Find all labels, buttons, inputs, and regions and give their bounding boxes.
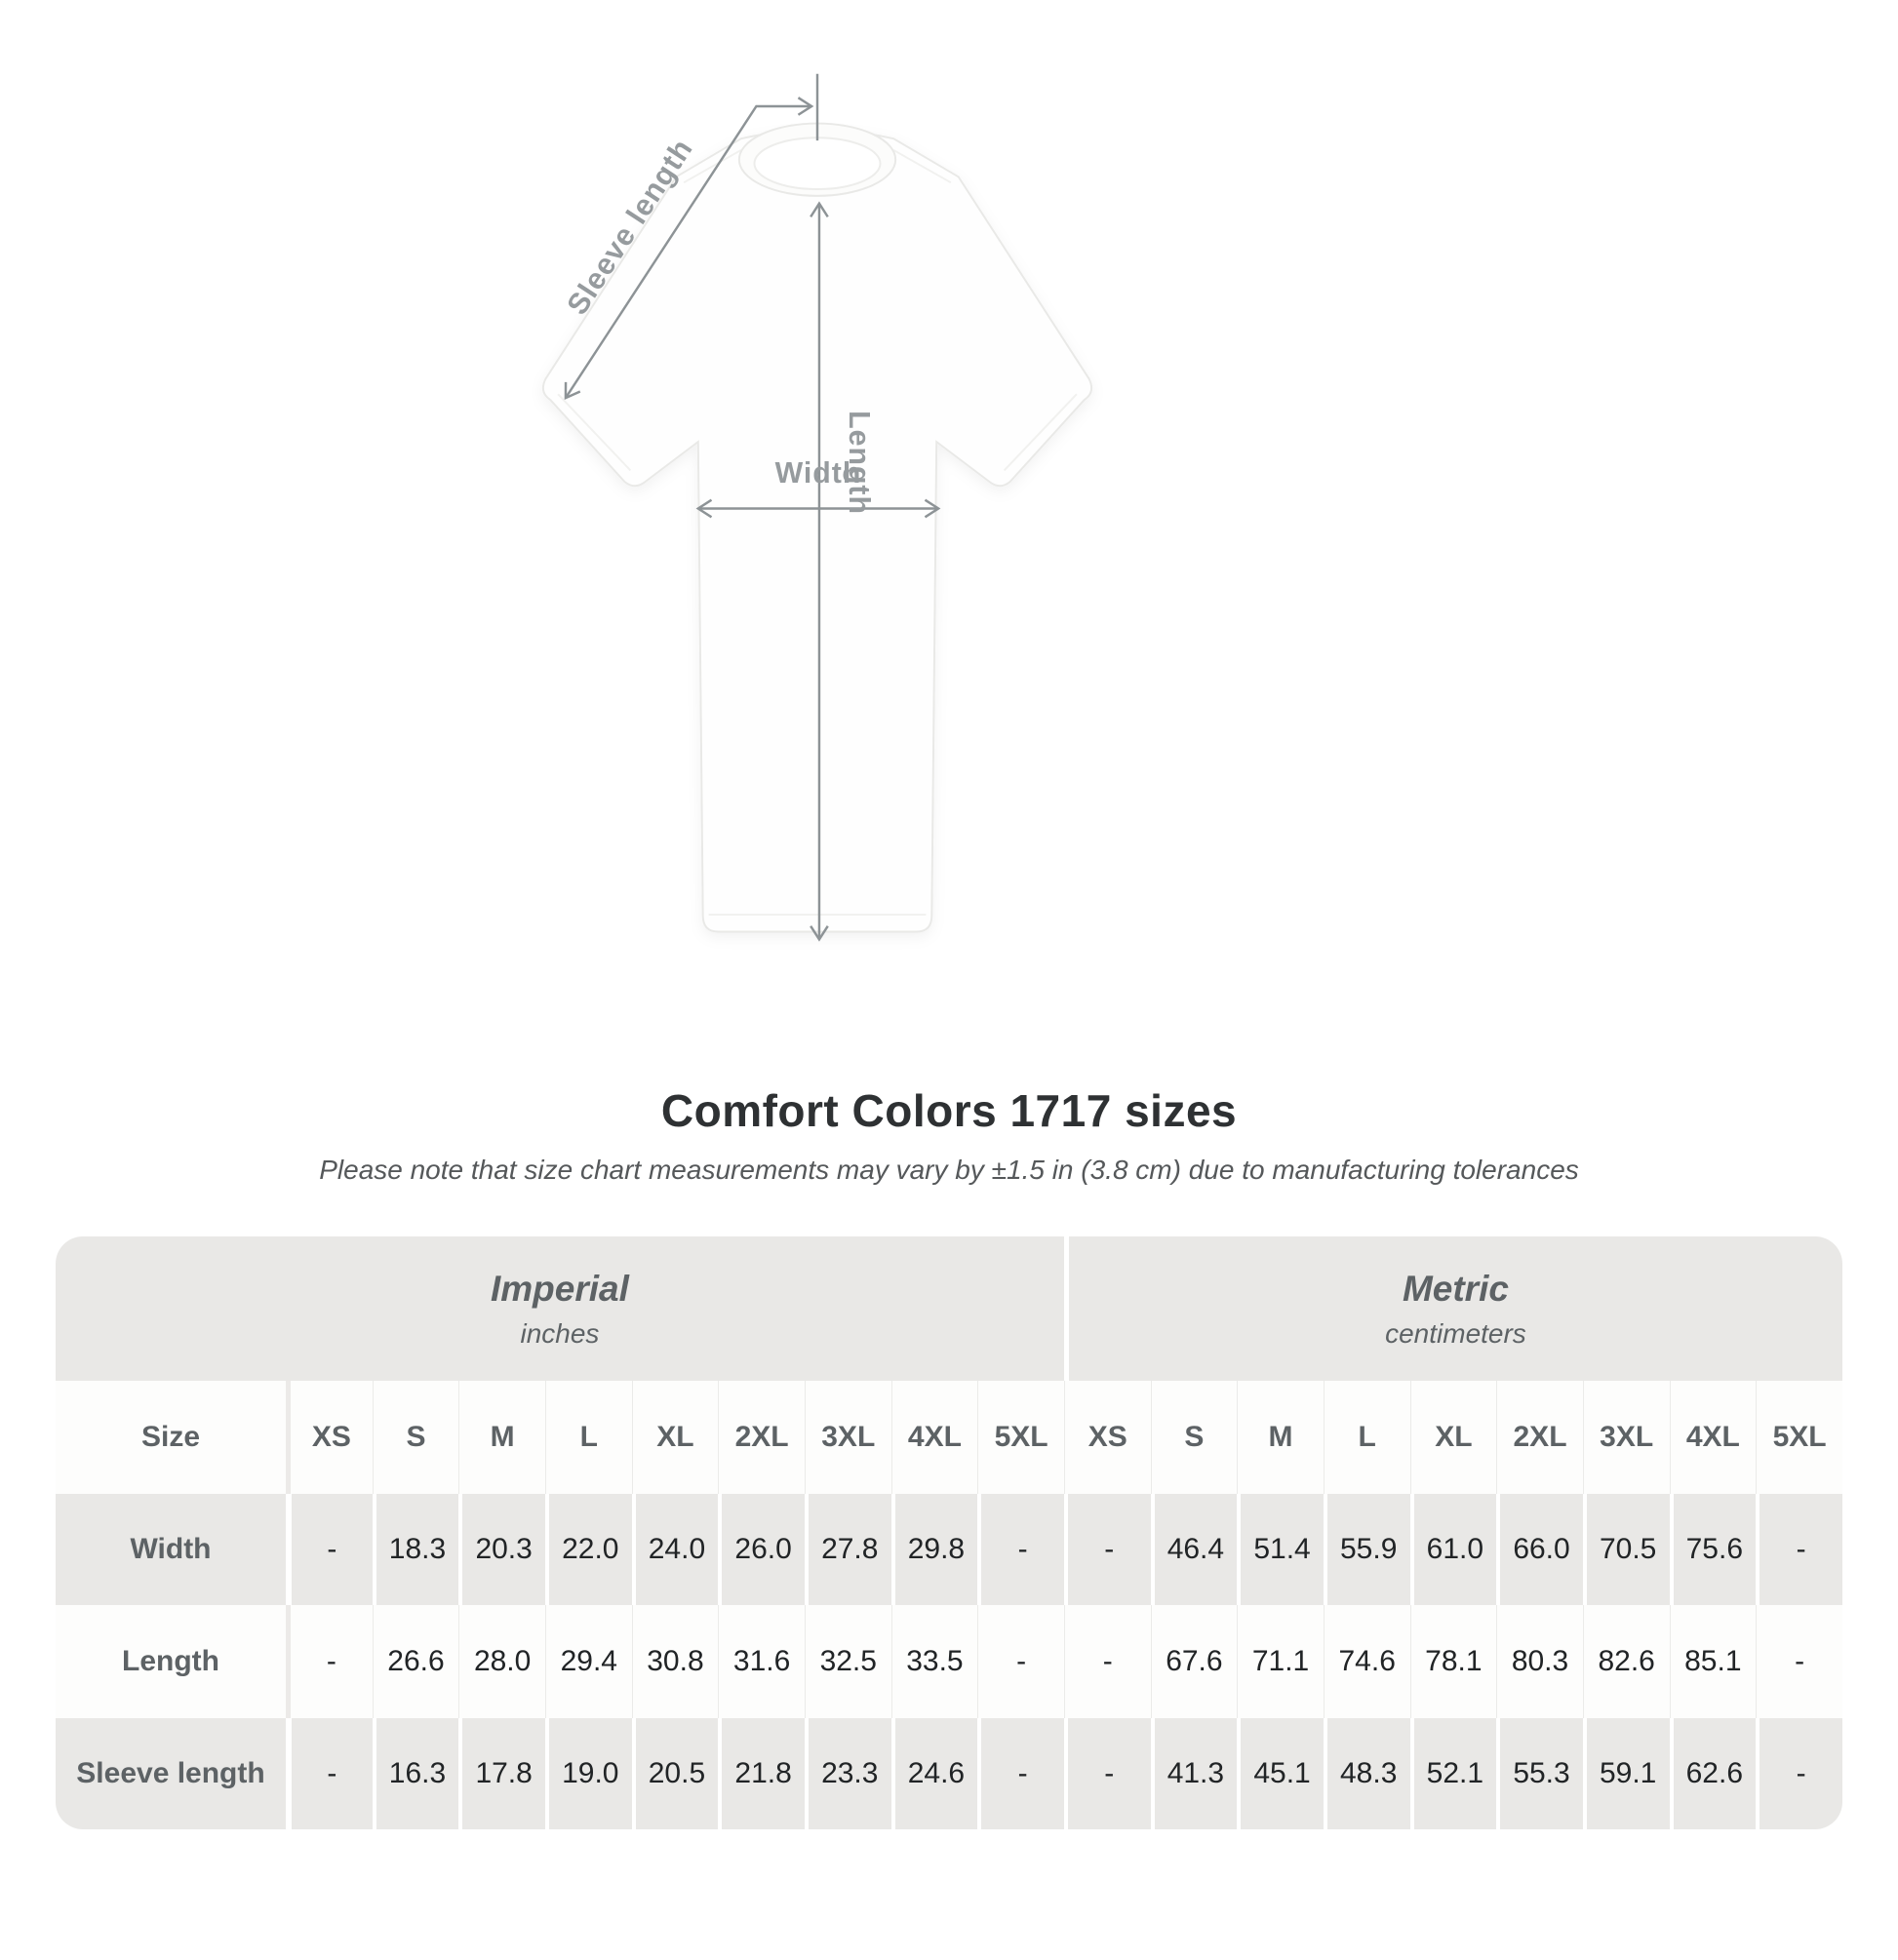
size-col-header: L (1323, 1381, 1410, 1494)
page-title: Comfort Colors 1717 sizes (660, 1085, 1238, 1136)
value-cell: 19.0 (544, 1718, 632, 1829)
size-chart-table: Imperial inches Metric centimeters Size … (56, 1236, 1842, 1829)
sleeve-length-row: Sleeve length - 16.3 17.8 19.0 20.5 21.8… (56, 1718, 1842, 1829)
size-col-header: 2XL (1496, 1381, 1583, 1494)
sleeve-length-arrow-line (564, 104, 812, 399)
value-cell: 51.4 (1237, 1494, 1324, 1605)
value-cell: - (977, 1718, 1064, 1829)
size-col-header: M (1237, 1381, 1324, 1494)
value-cell: - (286, 1494, 373, 1605)
value-cell: 85.1 (1669, 1605, 1757, 1718)
size-col-header: 4XL (890, 1381, 978, 1494)
value-cell: 20.3 (458, 1494, 545, 1605)
value-cell: 45.1 (1237, 1718, 1324, 1829)
value-cell: 67.6 (1150, 1605, 1238, 1718)
value-cell: 46.4 (1150, 1494, 1238, 1605)
size-corner-label: Size (56, 1381, 286, 1494)
value-cell: 82.6 (1582, 1605, 1670, 1718)
value-cell: 21.8 (718, 1718, 805, 1829)
value-cell: 78.1 (1409, 1605, 1497, 1718)
value-cell: 24.0 (631, 1494, 719, 1605)
value-cell: 71.1 (1237, 1605, 1324, 1718)
value-cell: 41.3 (1150, 1718, 1238, 1829)
value-cell: 66.0 (1496, 1494, 1583, 1605)
size-col-header: 5XL (977, 1381, 1064, 1494)
value-cell: 26.0 (718, 1494, 805, 1605)
value-cell: 55.3 (1496, 1718, 1583, 1829)
row-label: Width (56, 1494, 286, 1605)
size-col-header: 4XL (1669, 1381, 1757, 1494)
row-label: Length (56, 1605, 286, 1718)
size-col-header: XS (286, 1381, 373, 1494)
value-cell: - (286, 1718, 373, 1829)
size-col-header: 3XL (1582, 1381, 1670, 1494)
value-cell: - (1063, 1718, 1151, 1829)
row-label: Sleeve length (56, 1718, 286, 1829)
value-cell: 17.8 (458, 1718, 545, 1829)
value-cell: 75.6 (1669, 1494, 1757, 1605)
measurement-arrows (564, 73, 941, 942)
value-cell: 74.6 (1323, 1605, 1410, 1718)
tolerance-note: Please note that size chart measurements… (319, 1155, 1579, 1185)
imperial-header: Imperial inches (56, 1236, 1064, 1381)
value-cell: - (1756, 1605, 1842, 1718)
value-cell: - (1756, 1494, 1842, 1605)
value-cell: 55.9 (1323, 1494, 1410, 1605)
value-cell: 28.0 (458, 1605, 545, 1718)
value-cell: 24.6 (890, 1718, 978, 1829)
value-cell: - (1063, 1494, 1151, 1605)
value-cell: 32.5 (804, 1605, 891, 1718)
size-col-header: XL (631, 1381, 719, 1494)
value-cell: - (286, 1605, 373, 1718)
metric-unit: centimeters (1385, 1317, 1526, 1349)
value-cell: 18.3 (372, 1494, 459, 1605)
size-col-header: XL (1409, 1381, 1497, 1494)
size-col-header: 5XL (1756, 1381, 1842, 1494)
imperial-unit: inches (520, 1317, 600, 1349)
value-cell: - (977, 1605, 1064, 1718)
width-label: Width (775, 457, 862, 490)
length-label: Length (843, 411, 875, 515)
value-cell: 31.6 (718, 1605, 805, 1718)
value-cell: - (977, 1494, 1064, 1605)
size-col-header: 3XL (804, 1381, 891, 1494)
value-cell: 29.8 (890, 1494, 978, 1605)
imperial-label: Imperial (491, 1268, 629, 1309)
size-col-header: 2XL (718, 1381, 805, 1494)
value-cell: 22.0 (544, 1494, 632, 1605)
value-cell: 20.5 (631, 1718, 719, 1829)
value-cell: 62.6 (1669, 1718, 1757, 1829)
value-cell: 61.0 (1409, 1494, 1497, 1605)
value-cell: 59.1 (1582, 1718, 1670, 1829)
value-cell: 30.8 (631, 1605, 719, 1718)
width-row: Width - 18.3 20.3 22.0 24.0 26.0 27.8 29… (56, 1494, 1842, 1605)
value-cell: 33.5 (890, 1605, 978, 1718)
value-cell: - (1063, 1605, 1151, 1718)
value-cell: 26.6 (372, 1605, 459, 1718)
value-cell: 27.8 (804, 1494, 891, 1605)
value-cell: 29.4 (544, 1605, 632, 1718)
size-col-header: M (458, 1381, 545, 1494)
unit-header-row: Imperial inches Metric centimeters (56, 1236, 1842, 1381)
length-row: Length - 26.6 28.0 29.4 30.8 31.6 32.5 3… (56, 1605, 1842, 1718)
value-cell: 16.3 (372, 1718, 459, 1829)
value-cell: 52.1 (1409, 1718, 1497, 1829)
size-col-header: XS (1063, 1381, 1151, 1494)
metric-header: Metric centimeters (1063, 1236, 1842, 1381)
size-chart-table-container: Imperial inches Metric centimeters Size … (56, 1236, 1842, 1829)
metric-label: Metric (1402, 1268, 1509, 1309)
value-cell: - (1756, 1718, 1842, 1829)
value-cell: 80.3 (1496, 1605, 1583, 1718)
size-col-header: S (372, 1381, 459, 1494)
value-cell: 70.5 (1582, 1494, 1670, 1605)
size-col-header: L (544, 1381, 632, 1494)
value-cell: 23.3 (804, 1718, 891, 1829)
size-header-row: Size XS S M L XL 2XL 3XL 4XL 5XL XS S M … (56, 1381, 1842, 1494)
tshirt-measurement-diagram: Sleeve length Length Width (388, 62, 1246, 997)
collar-inner (753, 137, 882, 190)
value-cell: 48.3 (1323, 1718, 1410, 1829)
size-col-header: S (1150, 1381, 1238, 1494)
